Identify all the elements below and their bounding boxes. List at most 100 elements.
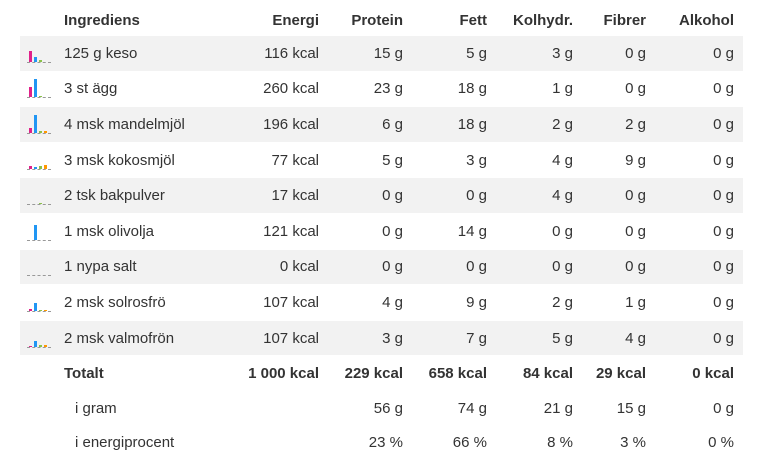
protein-bar [29,308,32,311]
grams-row: i gram 56 g 74 g 21 g 15 g 0 g [20,391,743,425]
carbs-bar [39,309,42,311]
ingredient-fiber: 4 g [582,320,655,357]
ingredient-protein: 0 g [328,177,412,214]
macro-bars-icon [27,151,51,170]
total-energy: 1 000 kcal [214,355,328,392]
ingredient-alcohol: 0 g [655,320,743,357]
ingredient-protein: 4 g [328,284,412,321]
percent-fat: 66 % [452,433,487,451]
ingredient-name: 125 g keso [64,36,214,72]
fiber-bar [44,164,47,169]
ingredient-name: 2 tsk bakpulver [64,177,214,214]
ingredient-name: 3 st ägg [64,71,214,108]
carbs-bar [39,165,42,169]
ingredient-fat: 9 g [412,284,496,321]
fat-bar [34,114,37,133]
fat-bar [34,224,37,240]
row-icon-cell [20,284,64,321]
ingredient-fiber: 0 g [582,36,655,72]
macro-bars-icon [27,222,51,241]
percent-fiber: 3 % [620,433,646,451]
ingredient-protein: 0 g [328,213,412,250]
ingredient-energy: 116 kcal [214,36,328,72]
fat-header: Fett [459,11,488,29]
total-icon-cell [20,355,64,392]
ingredient-fiber: 0 g [582,71,655,108]
carbs-bar [39,130,42,133]
ingredient-name: 2 msk valmofrön [64,320,214,357]
ingredient-fiber: 1 g [582,284,655,321]
percent-protein: 23 % [368,433,403,451]
ingredient-name: 3 msk kokosmjöl [64,142,214,179]
fiber-bar [44,130,47,133]
fat-bar [34,166,37,169]
total-fat: 658 kcal [412,355,496,392]
protein-bar [29,345,32,347]
table-header-row: Ingrediens Energi Protein Fett Kolhydr. … [20,4,743,36]
percent-label: i energiprocent [75,433,175,451]
ingredient-energy: 196 kcal [214,106,328,143]
ingredient-fiber: 2 g [582,106,655,143]
grams-fat: 74 g [457,399,487,417]
ingredient-protein: 6 g [328,106,412,143]
ingredient-carbs: 1 g [496,71,582,108]
protein-bar [29,50,32,62]
grams-protein: 56 g [373,399,403,417]
ingredient-carbs: 3 g [496,36,582,72]
fiber-bar [44,344,47,347]
protein-header: Protein [351,11,403,29]
ingredient-protein: 23 g [328,71,412,108]
grams-energy-empty [214,391,328,425]
ingredient-carbs: 5 g [496,320,582,357]
ingredient-carbs: 4 g [496,177,582,214]
row-icon-cell [20,71,64,108]
grams-carbs: 21 g [543,399,573,417]
macro-bars-icon [27,79,51,99]
row-icon-cell [20,177,64,214]
percent-row: i energiprocent 23 % 66 % 8 % 3 % 0 % [20,425,743,459]
fat-bar [34,302,37,311]
macro-bars-icon [27,329,51,348]
total-label: Totalt [64,355,214,392]
ingredient-fat: 7 g [412,320,496,357]
nutrition-table: Ingrediens Energi Protein Fett Kolhydr. … [20,4,743,459]
ingredient-alcohol: 0 g [655,106,743,143]
grams-label: i gram [75,399,117,417]
ingredient-fat: 5 g [412,36,496,72]
ingredient-protein: 5 g [328,142,412,179]
ingredient-alcohol: 0 g [655,213,743,250]
ingredient-carbs: 0 g [496,213,582,250]
icon-header [20,4,64,36]
total-carbs: 84 kcal [496,355,582,392]
ingredient-fiber: 0 g [582,213,655,250]
ingredient-alcohol: 0 g [655,142,743,179]
ingredient-fat: 18 g [412,106,496,143]
ingredient-alcohol: 0 g [655,71,743,108]
ingredient-name: 4 msk mandelmjöl [64,106,214,143]
macro-bars-icon [27,293,51,312]
row-icon-cell [20,142,64,179]
macro-bars-icon [27,114,51,134]
percent-carbs: 8 % [547,433,573,451]
ingredient-energy: 107 kcal [214,320,328,357]
ingredient-fiber: 9 g [582,142,655,179]
protein-bar [29,87,32,98]
percent-alcohol: 0 % [708,433,734,451]
ingredient-alcohol: 0 g [655,36,743,72]
percent-energy-empty [214,425,328,459]
carbs-bar [39,203,42,205]
row-icon-cell [20,106,64,143]
grams-alcohol: 0 g [713,399,734,417]
ingredient-name: 2 msk solrosfrö [64,284,214,321]
protein-bar [29,165,32,169]
fat-bar [34,56,37,62]
carbs-bar [39,59,42,62]
fat-bar [34,79,37,98]
